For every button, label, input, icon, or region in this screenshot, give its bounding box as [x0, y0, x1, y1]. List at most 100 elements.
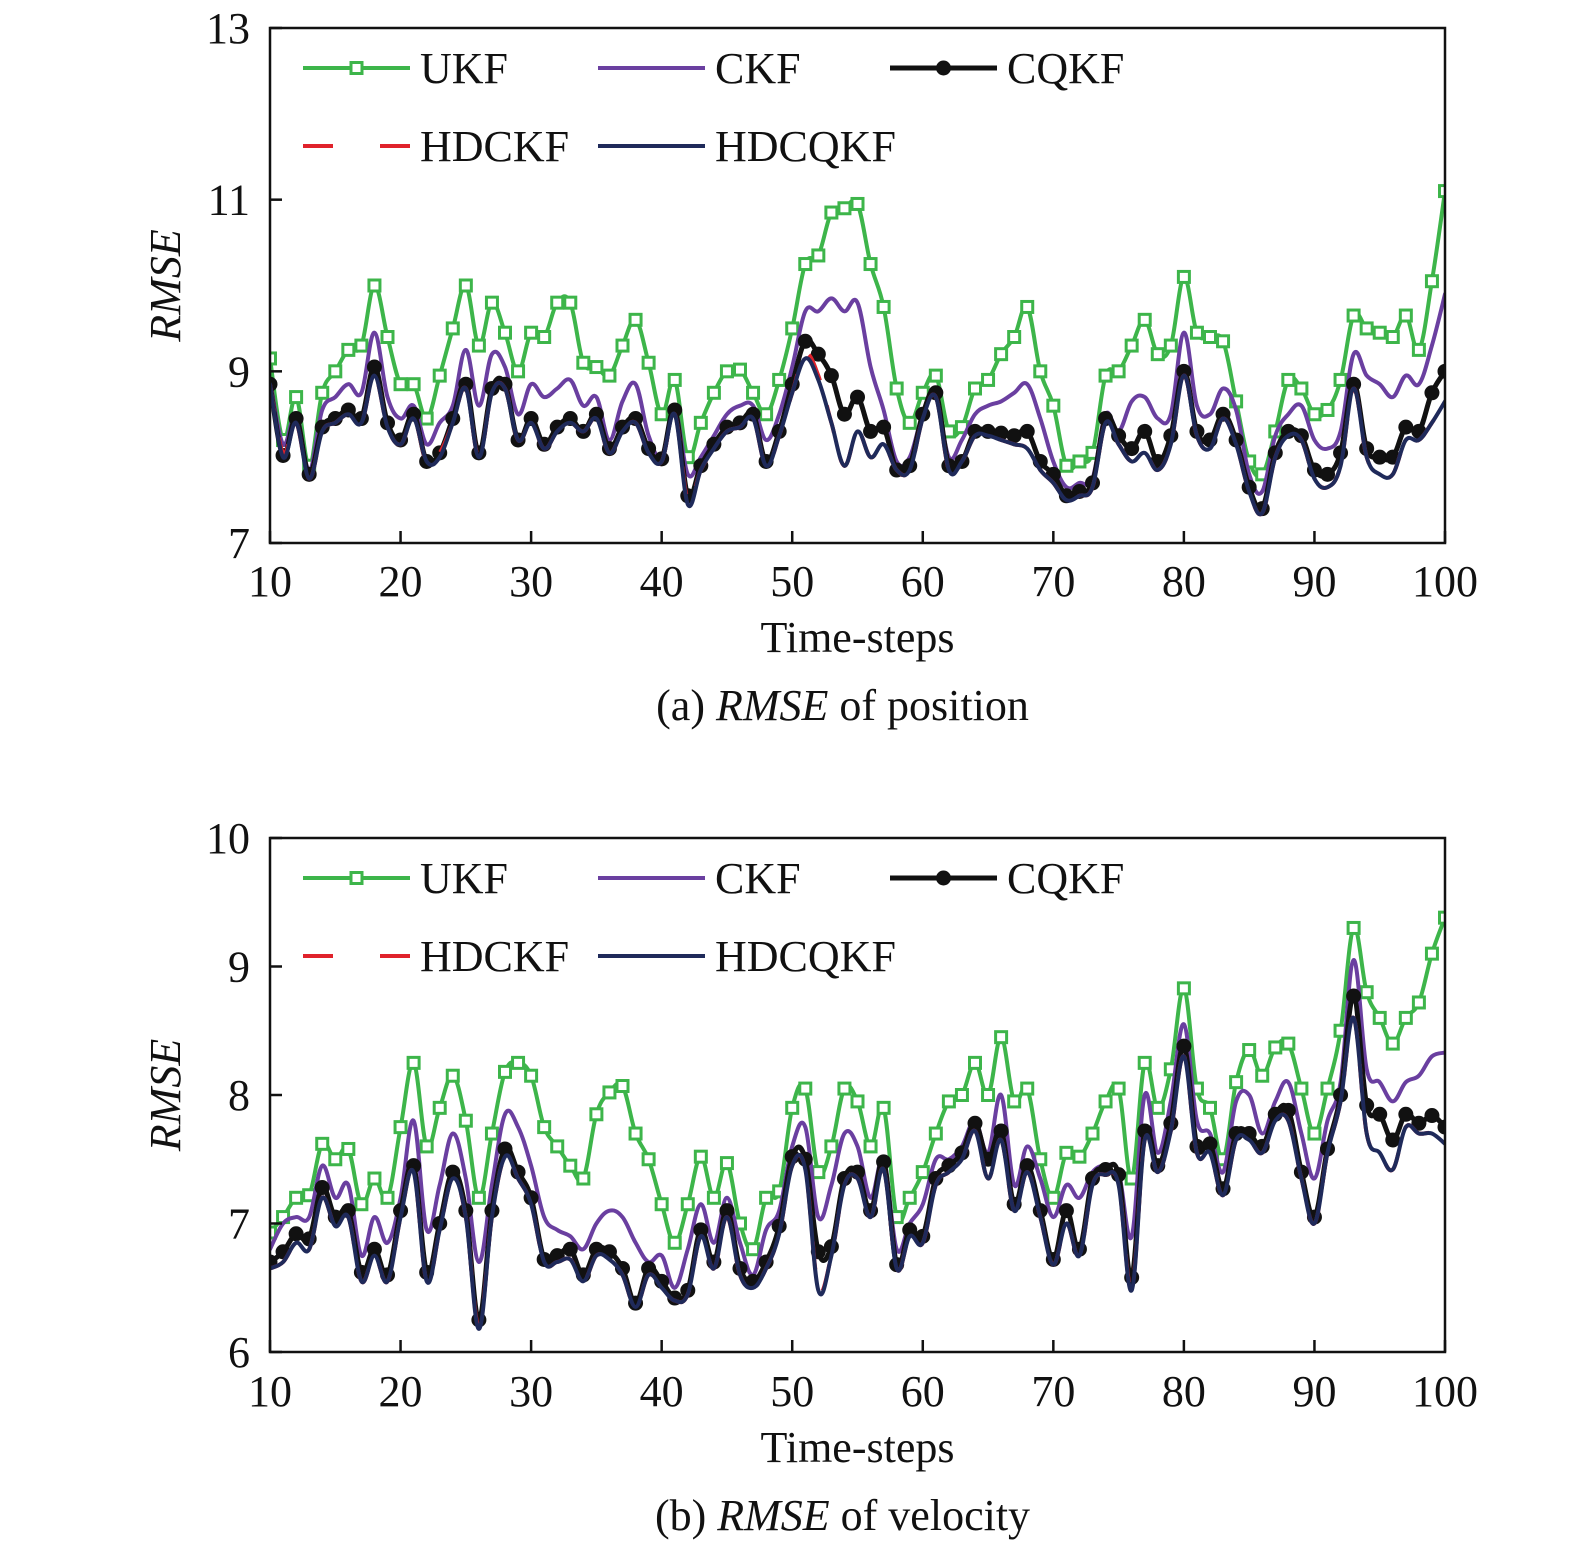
- data-point-cqkf: [1346, 988, 1362, 1004]
- legend-label: CKF: [715, 44, 801, 93]
- data-point-ukf: [1176, 981, 1191, 996]
- legend-item-hdcqkf: HDCQKF: [598, 932, 896, 981]
- data-point-ukf: [1150, 347, 1165, 362]
- data-point-cqkf: [562, 1241, 578, 1257]
- data-point-cqkf: [366, 359, 382, 375]
- data-point-ukf: [289, 390, 304, 405]
- legend-item-hdckf: HDCKF: [303, 932, 569, 981]
- x-tick-label: 80: [1162, 1367, 1206, 1416]
- data-point-ukf: [1203, 1100, 1217, 1115]
- series-line-ckf: [270, 958, 1445, 1290]
- data-point-ukf: [1438, 184, 1445, 199]
- data-point-ukf: [393, 1120, 408, 1135]
- data-point-ukf: [1268, 1040, 1283, 1055]
- data-point-ukf: [367, 1171, 382, 1186]
- data-point-ukf: [628, 1126, 643, 1141]
- data-point-ukf: [367, 278, 382, 293]
- data-point-ukf: [1007, 330, 1022, 344]
- data-point-ukf: [550, 295, 565, 310]
- data-point-cqkf: [1372, 1106, 1388, 1122]
- data-point-cqkf: [1346, 376, 1362, 392]
- data-point-cqkf: [693, 1222, 709, 1238]
- data-point-ukf: [941, 1094, 956, 1109]
- data-point-ukf: [537, 1120, 552, 1135]
- data-point-ukf: [484, 1126, 499, 1141]
- data-point-ukf: [824, 205, 839, 220]
- data-point-ukf: [563, 1158, 578, 1173]
- x-tick-label: 20: [379, 1367, 423, 1416]
- chart-panel-velocity: 10 20 30 40 50 60 70 80 90 100 6 7 8 9 10 Time-steps RMS…: [141, 814, 1478, 1472]
- data-point-ukf: [341, 1141, 356, 1156]
- data-point-ukf: [654, 1197, 669, 1212]
- data-point-ukf: [1046, 1190, 1061, 1205]
- data-point-cqkf: [876, 1154, 892, 1170]
- legend-item-hdckf: HDCKF: [303, 122, 569, 171]
- data-point-ukf: [1046, 398, 1061, 413]
- data-point-ukf: [981, 372, 996, 387]
- data-point-ukf: [798, 257, 813, 272]
- data-point-ukf: [1137, 312, 1152, 327]
- data-point-ukf: [1281, 372, 1296, 387]
- legend-marker: [349, 871, 364, 885]
- data-point-ukf: [524, 325, 539, 340]
- data-point-ukf: [576, 355, 591, 370]
- data-point-cqkf: [1372, 449, 1388, 465]
- data-point-ukf: [1281, 1036, 1296, 1051]
- data-point-ukf: [1124, 338, 1139, 353]
- data-point-ukf: [576, 1171, 591, 1186]
- y-tick-label: 10: [206, 814, 250, 863]
- series-line-hdcqkf: [270, 356, 1445, 517]
- data-point-ukf: [615, 338, 630, 353]
- legend-item-cqkf: CQKF: [890, 44, 1124, 93]
- data-point-ukf: [511, 364, 526, 379]
- x-axis-label: Time-steps: [761, 1423, 955, 1472]
- y-tick-label: 11: [208, 176, 250, 225]
- data-point-ukf: [1150, 1100, 1165, 1115]
- data-point-ukf: [1333, 372, 1348, 387]
- x-tick-label: 50: [770, 1367, 814, 1416]
- data-point-cqkf: [967, 1115, 983, 1131]
- data-point-ukf: [1359, 321, 1374, 336]
- x-tick-label: 60: [901, 1367, 945, 1416]
- data-point-ukf: [719, 1156, 734, 1171]
- data-point-ukf: [1033, 364, 1048, 379]
- data-point-ukf: [432, 1100, 447, 1115]
- data-point-ukf: [994, 1030, 1009, 1045]
- data-point-ukf: [524, 1068, 539, 1083]
- y-tick-label: 13: [206, 4, 250, 53]
- data-point-ukf: [550, 1139, 565, 1154]
- x-tick-label: 50: [770, 557, 814, 606]
- data-point-ukf: [785, 1100, 800, 1115]
- data-point-ukf: [863, 1139, 878, 1154]
- y-axis-label: RMSE: [141, 1039, 190, 1153]
- x-tick-label: 70: [1031, 1367, 1075, 1416]
- series-group: [270, 184, 1445, 517]
- legend-item-ukf: UKF: [303, 44, 508, 93]
- data-point-ukf: [1398, 308, 1413, 323]
- data-point-ukf: [706, 1190, 721, 1205]
- data-point-ukf: [458, 278, 473, 293]
- data-point-ukf: [667, 1235, 682, 1250]
- data-point-ukf: [354, 338, 369, 353]
- legend-label: HDCQKF: [715, 122, 896, 171]
- data-point-ukf: [1320, 1081, 1335, 1096]
- data-point-ukf: [928, 1126, 943, 1141]
- data-point-ukf: [315, 1136, 330, 1151]
- data-point-ukf: [746, 1242, 761, 1257]
- x-tick-label: 90: [1292, 557, 1336, 606]
- data-point-ukf: [1424, 946, 1439, 961]
- x-tick-label: 80: [1162, 557, 1206, 606]
- data-point-cqkf: [523, 411, 539, 427]
- data-point-ukf: [1098, 1094, 1113, 1109]
- data-point-cqkf: [1124, 441, 1140, 457]
- data-point-ukf: [798, 1081, 813, 1096]
- data-point-cqkf: [497, 1141, 513, 1157]
- data-point-cqkf: [810, 346, 826, 362]
- data-point-cqkf: [549, 419, 565, 435]
- data-point-ukf: [1137, 1055, 1152, 1070]
- data-point-ukf: [693, 415, 708, 430]
- data-point-ukf: [315, 385, 330, 400]
- x-tick-label: 100: [1412, 1367, 1478, 1416]
- data-point-ukf: [563, 295, 578, 310]
- legend-label: HDCKF: [420, 122, 569, 171]
